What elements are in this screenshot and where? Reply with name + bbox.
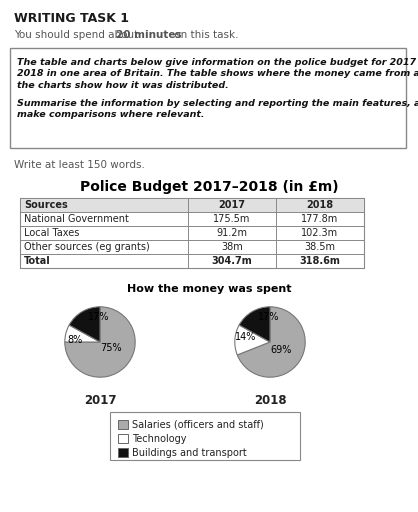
- Text: 17%: 17%: [87, 312, 109, 322]
- Text: make comparisons where relevant.: make comparisons where relevant.: [17, 110, 204, 119]
- Text: 69%: 69%: [270, 345, 292, 355]
- Text: 102.3m: 102.3m: [301, 228, 339, 238]
- Text: Local Taxes: Local Taxes: [24, 228, 79, 238]
- Bar: [20, 198, 364, 268]
- Text: Write at least 150 words.: Write at least 150 words.: [14, 160, 145, 170]
- Text: 38.5m: 38.5m: [304, 242, 336, 252]
- Wedge shape: [69, 307, 100, 342]
- Bar: [10, 48, 406, 148]
- Wedge shape: [235, 325, 270, 355]
- Bar: [118, 448, 128, 457]
- Text: 175.5m: 175.5m: [213, 214, 251, 224]
- Text: Police Budget 2017–2018 (in £m): Police Budget 2017–2018 (in £m): [80, 180, 338, 194]
- Text: Other sources (eg grants): Other sources (eg grants): [24, 242, 150, 252]
- Text: Technology: Technology: [132, 434, 186, 443]
- Text: 91.2m: 91.2m: [217, 228, 247, 238]
- Bar: [110, 412, 300, 460]
- Text: You should spend about: You should spend about: [14, 30, 142, 40]
- Text: 318.6m: 318.6m: [300, 256, 340, 266]
- Wedge shape: [239, 307, 270, 342]
- Text: Total: Total: [24, 256, 51, 266]
- Bar: [20, 198, 364, 212]
- Text: 38m: 38m: [221, 242, 243, 252]
- Text: National Government: National Government: [24, 214, 129, 224]
- Text: 8%: 8%: [67, 335, 82, 345]
- Text: Buildings and transport: Buildings and transport: [132, 447, 247, 458]
- Text: 177.8m: 177.8m: [301, 214, 339, 224]
- Text: 75%: 75%: [100, 344, 122, 353]
- Text: The table and charts below give information on the police budget for 2017 and: The table and charts below give informat…: [17, 58, 418, 67]
- Text: the charts show how it was distributed.: the charts show how it was distributed.: [17, 81, 229, 90]
- Text: 2017: 2017: [84, 394, 116, 407]
- Text: 14%: 14%: [235, 332, 257, 342]
- Text: 20 minutes: 20 minutes: [116, 30, 182, 40]
- Text: 2018: 2018: [254, 394, 286, 407]
- Text: How the money was spent: How the money was spent: [127, 284, 291, 294]
- Bar: [118, 434, 128, 443]
- Text: 2017: 2017: [219, 200, 245, 210]
- Text: 304.7m: 304.7m: [212, 256, 252, 266]
- Wedge shape: [65, 307, 135, 377]
- Text: Sources: Sources: [24, 200, 68, 210]
- Text: on this task.: on this task.: [171, 30, 239, 40]
- Bar: [118, 420, 128, 429]
- Text: Salaries (officers and staff): Salaries (officers and staff): [132, 419, 264, 430]
- Text: 2018 in one area of Britain. The table shows where the money came from and: 2018 in one area of Britain. The table s…: [17, 70, 418, 78]
- Text: WRITING TASK 1: WRITING TASK 1: [14, 12, 129, 25]
- Text: 17%: 17%: [257, 312, 279, 322]
- Wedge shape: [65, 325, 100, 342]
- Text: Summarise the information by selecting and reporting the main features, and: Summarise the information by selecting a…: [17, 98, 418, 108]
- Text: 2018: 2018: [306, 200, 334, 210]
- Wedge shape: [237, 307, 305, 377]
